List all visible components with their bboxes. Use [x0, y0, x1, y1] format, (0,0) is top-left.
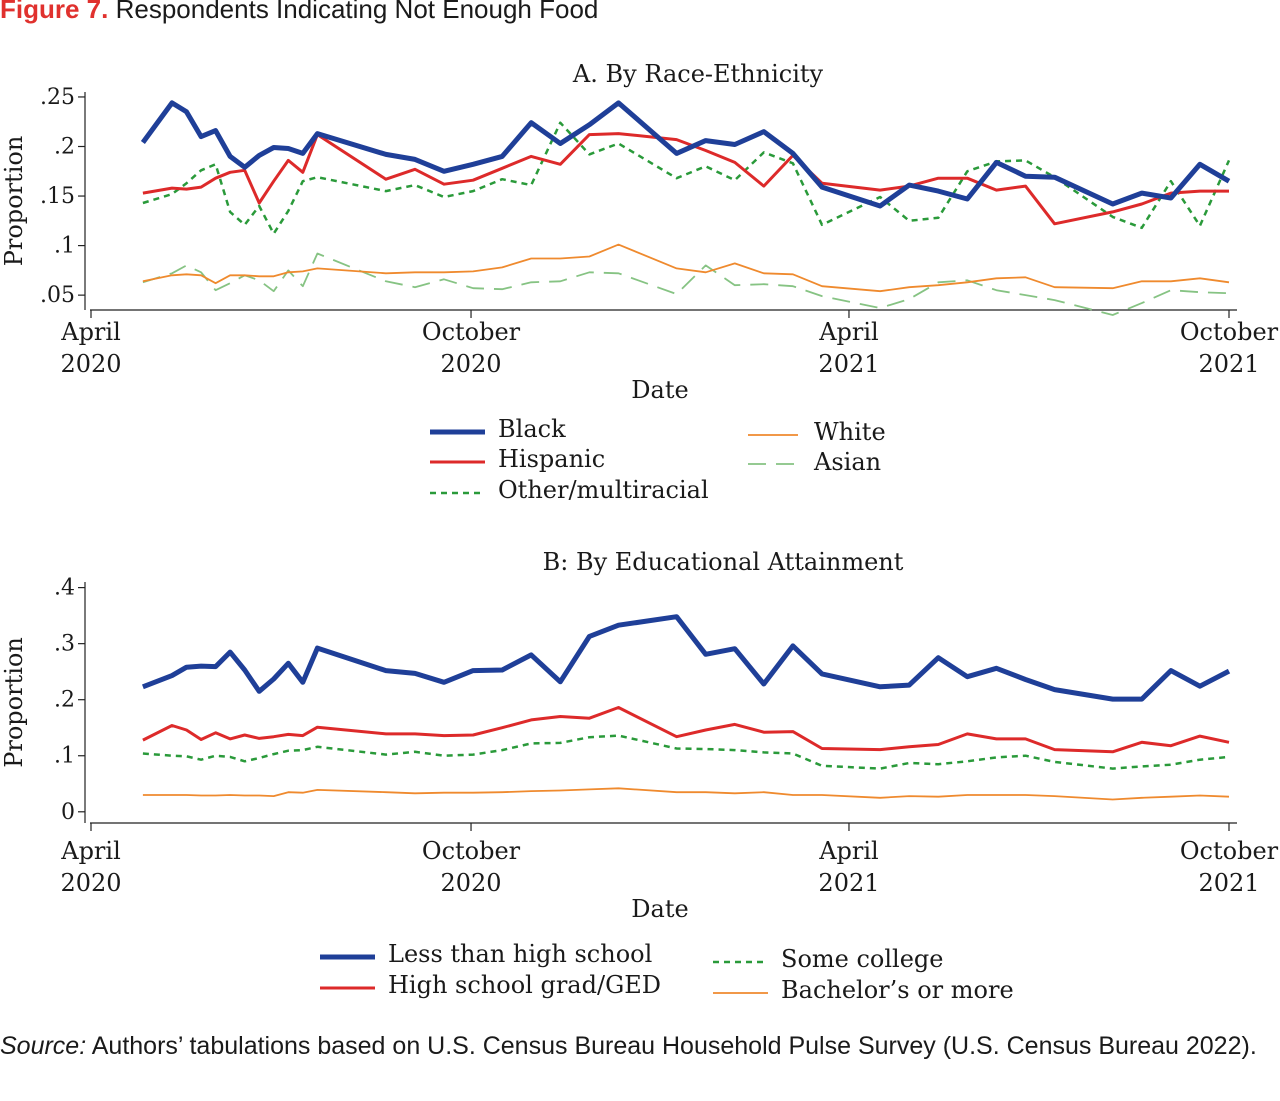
x-tick-label: 2020 — [440, 869, 501, 897]
x-tick-label: April — [60, 837, 121, 865]
y-tick-label: .3 — [54, 632, 75, 657]
chart-panel-a: A. By Race-Ethnicity .05 .1 .15 .2 .25 Proport… — [0, 60, 1279, 504]
y-tick-label: .2 — [54, 135, 75, 160]
y-tick-label: .2 — [54, 688, 75, 713]
y-tick-label: .15 — [40, 184, 75, 209]
x-tick-label: October — [422, 837, 521, 865]
x-axis-label: Date — [631, 376, 688, 404]
source-note: Source: Authors’ tabulations based on U.… — [0, 1028, 1278, 1065]
legend-label: Bachelor’s or more — [781, 976, 1014, 1004]
x-tick-label: October — [1180, 837, 1279, 865]
legend-label: Hispanic — [498, 445, 605, 473]
legend-label: Black — [498, 415, 566, 443]
series-line-other-multiracial — [142, 121, 1231, 235]
legend-label: Asian — [813, 448, 881, 476]
legend-label: Other/multiracial — [498, 476, 709, 504]
x-tick-label: April — [60, 318, 121, 346]
legend-label: White — [814, 418, 886, 446]
y-axis-label: Proportion — [0, 136, 28, 267]
series-line-white — [142, 243, 1230, 293]
x-tick-label: 2021 — [1198, 350, 1259, 378]
series-line-bachelor-s-or-more — [142, 787, 1230, 801]
y-tick-label: 0 — [61, 800, 75, 825]
y-tick-label: .1 — [54, 744, 75, 769]
series-line-high-school-grad-ged — [142, 706, 1230, 754]
y-tick-label: .05 — [40, 283, 75, 308]
chart-title: A. By Race-Ethnicity — [572, 60, 824, 88]
x-tick-label: October — [422, 318, 521, 346]
x-tick-label: April — [818, 837, 879, 865]
x-tick-label: 2021 — [818, 350, 879, 378]
source-label: Source: — [0, 1032, 87, 1060]
chart-title: B: By Educational Attainment — [543, 548, 904, 576]
figure-title-text: Respondents Indicating Not Enough Food — [115, 0, 599, 24]
y-tick-label: .25 — [40, 85, 75, 110]
figure-label: Figure 7. — [0, 0, 109, 24]
y-tick-label: .4 — [54, 576, 75, 601]
figure-charts: A. By Race-Ethnicity .05 .1 .15 .2 .25 Proport… — [0, 60, 1279, 1004]
legend-label: Less than high school — [388, 940, 652, 968]
y-tick-label: .1 — [54, 234, 75, 259]
legend-label: Some college — [781, 945, 944, 973]
figure-title: Figure 7. Respondents Indicating Not Eno… — [0, 0, 598, 25]
series-line-less-than-high-school — [142, 614, 1231, 702]
x-tick-label: 2020 — [60, 869, 121, 897]
series-line-hispanic — [142, 132, 1229, 226]
series-line-some-college — [142, 734, 1230, 770]
series-line-black — [140, 100, 1231, 209]
source-text: Authors’ tabulations based on U.S. Censu… — [91, 1032, 1257, 1060]
chart-legend: Less than high school Some college High sc… — [320, 940, 1014, 1004]
legend-label: High school grad/GED — [388, 971, 661, 999]
x-tick-label: October — [1180, 318, 1279, 346]
x-tick-label: 2021 — [818, 869, 879, 897]
x-tick-label: April — [818, 318, 879, 346]
series-line-asian — [142, 252, 1230, 316]
x-tick-label: 2021 — [1198, 869, 1259, 897]
x-tick-label: 2020 — [440, 350, 501, 378]
chart-panel-b: B: By Educational Attainment 0 .1 .2 .3 .4 Pro… — [0, 548, 1279, 1004]
chart-legend: Black White Hispanic Asian Other/multiracial — [430, 415, 886, 504]
y-axis-label: Proportion — [0, 637, 28, 768]
x-tick-label: 2020 — [60, 350, 121, 378]
x-axis-label: Date — [631, 895, 688, 923]
